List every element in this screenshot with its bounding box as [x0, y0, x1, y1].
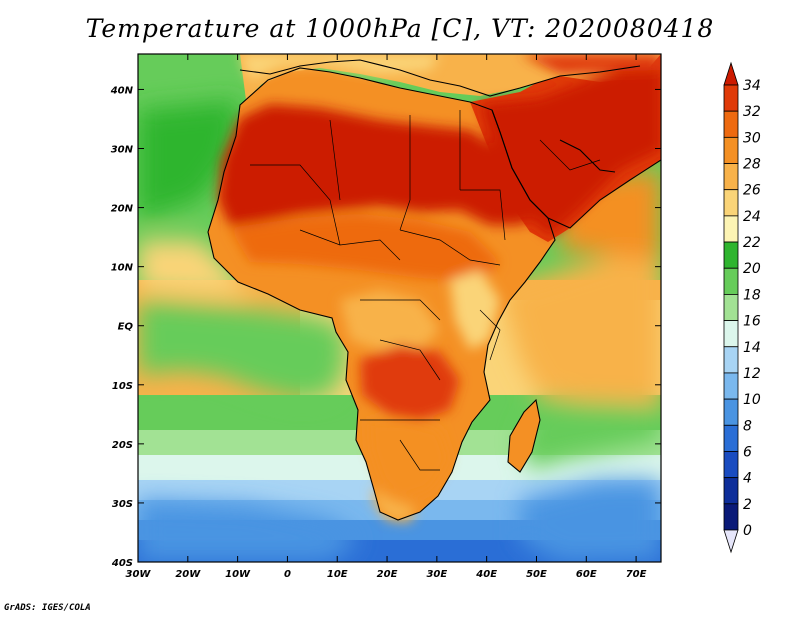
y-tick-label: 30S [112, 499, 133, 510]
field-congo-mild [340, 290, 440, 350]
colorbar-label: 20 [743, 261, 761, 277]
colorbar-label: 26 [743, 183, 761, 199]
colorbar-label: 6 [743, 444, 752, 460]
coastline-mediterranean-n [239, 59, 641, 97]
border-11 [399, 439, 440, 471]
y-tick-label: 30N [111, 145, 134, 156]
colorbar-label: 34 [743, 78, 761, 94]
colorbar-segment [723, 84, 739, 112]
x-tick-label: 30E [426, 569, 447, 580]
border-13 [479, 309, 501, 361]
colorbar-label: 2 [743, 497, 752, 513]
x-axis: 30W 20W 10W 0 10E 20E 30E 40E 50E 60E 70E [126, 54, 647, 580]
colorbar-segment [723, 372, 739, 400]
colorbar-segment [723, 398, 739, 426]
field-sahel-warm [230, 214, 500, 282]
border-8 [360, 299, 441, 321]
colorbar-segment [723, 346, 739, 374]
colorbar-segment [723, 503, 739, 531]
colorbar-label: 30 [743, 130, 761, 146]
colorbar-segment [723, 189, 739, 217]
field-guinea-green [138, 300, 345, 400]
colorbar-label: 8 [743, 418, 752, 434]
coastline-persian-gulf [559, 139, 616, 173]
border-9 [379, 339, 441, 381]
colorbar-label: 18 [743, 287, 761, 303]
colorbar-segment [723, 267, 739, 295]
colorbar-label: 24 [743, 209, 761, 225]
field-atl-warm [138, 240, 250, 295]
plot-frame [137, 53, 662, 563]
colorbar-bottom-arrow [723, 529, 739, 554]
grads-credit: GrADS: IGES/COLA [4, 603, 91, 613]
border-3 [399, 115, 411, 231]
x-tick-label: 0 [284, 569, 291, 580]
x-tick-label: 10E [327, 569, 348, 580]
y-tick-label: 40N [110, 85, 134, 96]
field-mid-atlantic-green [138, 100, 240, 220]
colorbar-segment [723, 424, 739, 452]
colorbar-segment [723, 320, 739, 348]
colorbar-segment [723, 136, 739, 164]
coastline-arabia [491, 109, 661, 229]
colorbar-label: 0 [743, 523, 752, 539]
field-indian-green [520, 400, 661, 470]
colorbar-segment [723, 215, 739, 243]
field-indian-warm [500, 240, 661, 410]
border-2 [329, 119, 341, 201]
colorbar-segment [723, 477, 739, 505]
field-europe-cool [240, 54, 440, 80]
colorbar-label: 32 [743, 104, 761, 120]
colorbar-label: 12 [743, 366, 761, 382]
x-tick-label: 40E [475, 569, 497, 580]
colorbar-segment [723, 294, 739, 321]
border-6 [299, 229, 401, 261]
border-7 [399, 229, 501, 266]
x-tick-label: 50E [526, 569, 547, 580]
y-tick-label: EQ [118, 322, 134, 333]
colorbar-top-arrow [723, 61, 739, 86]
field-sahara-hot [218, 104, 540, 226]
colorbar-label: 28 [743, 157, 761, 173]
coastline-africa [207, 67, 556, 521]
y-tick-label: 40S [111, 558, 133, 569]
colorbar-label: 22 [743, 235, 761, 251]
land-madagascar [508, 400, 540, 472]
field-turkey-hot [520, 54, 661, 74]
map-title: Temperature at 1000hPa [C], VT: 20200804… [85, 14, 715, 43]
x-tick-label: 60E [576, 569, 597, 580]
y-tick-label: 10N [111, 263, 134, 274]
x-tick-label: 20W [175, 569, 201, 580]
field-south-blue-e [520, 480, 661, 562]
coastlines [207, 59, 661, 521]
x-tick-label: 70E [626, 569, 647, 580]
y-axis: 40N 30N 20N 10N EQ 10S 20S 30S 40S [110, 85, 661, 569]
colorbar-label: 4 [743, 471, 752, 487]
colorbar-segment [723, 241, 739, 269]
border-12 [539, 139, 601, 171]
x-tick-label: 10W [225, 569, 251, 580]
y-tick-label: 20S [112, 440, 133, 451]
field-southern-hot [360, 345, 460, 420]
colorbar-segment [723, 110, 739, 138]
x-tick-label: 30W [126, 569, 152, 580]
colorbar-segment [723, 451, 739, 479]
country-borders [250, 110, 601, 471]
colorbar-label: 16 [743, 314, 761, 330]
y-tick-label: 10S [112, 381, 133, 392]
colorbar-label: 14 [743, 340, 761, 356]
colorbar-segment [723, 163, 739, 191]
border-1 [250, 164, 341, 246]
border-5 [460, 189, 506, 241]
x-tick-label: 20E [377, 569, 398, 580]
temperature-field [138, 54, 661, 562]
field-south-blue-w [138, 500, 360, 562]
field-east-highlands [450, 270, 500, 350]
field-kalahari [368, 420, 450, 500]
coastline-madagascar [507, 398, 541, 473]
colorbar-label: 10 [743, 392, 761, 408]
y-tick-label: 20N [111, 204, 134, 215]
